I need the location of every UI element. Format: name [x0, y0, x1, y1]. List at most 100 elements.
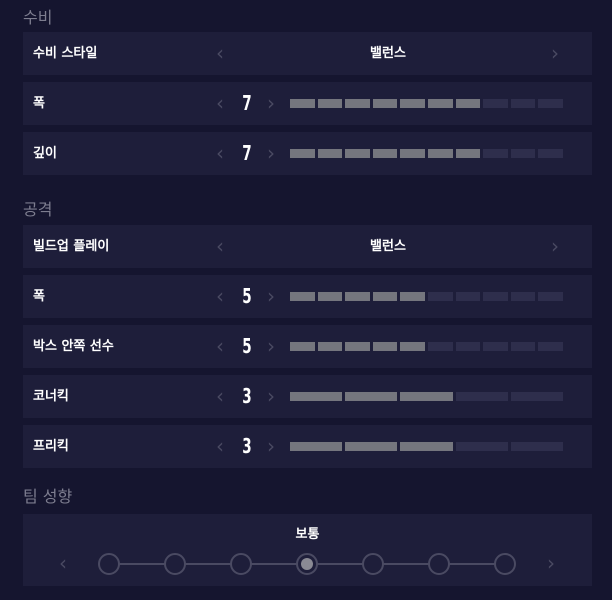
bar-segment	[455, 442, 508, 451]
bar-segment	[290, 342, 315, 351]
bar-segment	[290, 292, 315, 301]
defense-depth-row: 깊이 ‹ 7 ›	[23, 132, 592, 175]
bar-segment	[400, 392, 453, 401]
row-value: 밸런스	[370, 239, 406, 254]
team-section-title: 팀 성향	[23, 487, 73, 506]
slider-step[interactable]	[428, 553, 450, 575]
bar-segment	[483, 292, 508, 301]
bar-segment	[290, 392, 343, 401]
slider-step[interactable]	[362, 553, 384, 575]
bar-segment	[400, 342, 425, 351]
chevron-right-icon[interactable]: ›	[267, 384, 275, 408]
bar-segment	[455, 392, 508, 401]
chevron-right-icon[interactable]: ›	[267, 434, 275, 458]
bar-segment	[345, 342, 370, 351]
bar-segment	[400, 292, 425, 301]
bar-segment	[510, 342, 536, 351]
bar-segment	[400, 442, 453, 451]
bar-segment	[538, 292, 563, 301]
bar-segment	[372, 342, 398, 351]
team-tendency-slider[interactable]	[98, 552, 518, 576]
bar-segment	[510, 149, 536, 158]
bar-segment	[538, 342, 563, 351]
bar-segment	[455, 292, 481, 301]
attack-buildup-row: 빌드업 플레이 ‹ 밸런스 ›	[23, 225, 592, 268]
bar-segment	[510, 442, 564, 451]
row-label: 폭	[33, 96, 45, 111]
row-value: 5	[242, 284, 252, 308]
bar-segment	[455, 342, 481, 351]
chevron-right-icon[interactable]: ›	[547, 551, 555, 575]
attack-width-row: 폭 ‹ 5 ›	[23, 275, 592, 318]
row-label: 코너킥	[33, 389, 69, 404]
row-value: 7	[242, 91, 252, 115]
team-tendency-row: 보통 ‹ ›	[23, 514, 592, 586]
bar-segment	[427, 292, 453, 301]
slider-step[interactable]	[164, 553, 186, 575]
level-bar	[290, 392, 564, 401]
bar-segment	[290, 149, 315, 158]
bar-segment	[400, 149, 425, 158]
slider-step[interactable]	[98, 553, 120, 575]
defense-style-row: 수비 스타일 ‹ 밸런스 ›	[23, 32, 592, 75]
team-tendency-value: 보통	[295, 527, 320, 542]
chevron-right-icon[interactable]: ›	[267, 141, 275, 165]
row-label: 프리킥	[33, 439, 69, 454]
level-bar	[290, 442, 564, 451]
chevron-left-icon[interactable]: ‹	[216, 434, 224, 458]
chevron-left-icon[interactable]: ‹	[216, 284, 224, 308]
row-label: 빌드업 플레이	[33, 239, 110, 254]
level-bar	[290, 342, 563, 351]
bar-segment	[317, 149, 343, 158]
bar-segment	[290, 442, 343, 451]
bar-segment	[427, 149, 453, 158]
chevron-left-icon[interactable]: ‹	[216, 91, 224, 115]
bar-segment	[345, 149, 370, 158]
chevron-right-icon[interactable]: ›	[551, 41, 559, 65]
attack-section-title: 공격	[23, 200, 53, 219]
bar-segment	[427, 99, 453, 108]
bar-segment	[483, 99, 508, 108]
bar-segment	[345, 292, 370, 301]
row-label: 깊이	[33, 146, 57, 161]
slider-step[interactable]	[230, 553, 252, 575]
bar-segment	[538, 99, 563, 108]
defense-section-title: 수비	[23, 8, 53, 27]
bar-segment	[483, 149, 508, 158]
attack-corner-row: 코너킥 ‹ 3 ›	[23, 375, 592, 418]
bar-segment	[400, 99, 425, 108]
chevron-left-icon[interactable]: ‹	[216, 384, 224, 408]
chevron-left-icon[interactable]: ‹	[59, 551, 67, 575]
row-value: 3	[242, 434, 252, 458]
chevron-right-icon[interactable]: ›	[267, 334, 275, 358]
bar-segment	[345, 99, 370, 108]
defense-width-row: 폭 ‹ 7 ›	[23, 82, 592, 125]
chevron-left-icon[interactable]: ‹	[216, 141, 224, 165]
chevron-left-icon[interactable]: ‹	[216, 234, 224, 258]
bar-segment	[317, 342, 343, 351]
row-label: 박스 안쪽 선수	[33, 339, 114, 354]
row-value: 5	[242, 334, 252, 358]
bar-segment	[317, 99, 343, 108]
slider-step[interactable]	[296, 553, 318, 575]
bar-segment	[372, 149, 398, 158]
chevron-right-icon[interactable]: ›	[267, 284, 275, 308]
bar-segment	[455, 149, 481, 158]
level-bar	[290, 292, 563, 301]
row-value: 밸런스	[370, 46, 406, 61]
slider-step[interactable]	[494, 553, 516, 575]
chevron-left-icon[interactable]: ‹	[216, 334, 224, 358]
chevron-right-icon[interactable]: ›	[267, 91, 275, 115]
row-label: 수비 스타일	[33, 46, 98, 61]
level-bar	[290, 149, 563, 158]
bar-segment	[427, 342, 453, 351]
bar-segment	[483, 342, 508, 351]
bar-segment	[538, 149, 563, 158]
bar-segment	[345, 442, 398, 451]
bar-segment	[290, 99, 315, 108]
chevron-right-icon[interactable]: ›	[551, 234, 559, 258]
bar-segment	[510, 392, 564, 401]
attack-box-row: 박스 안쪽 선수 ‹ 5 ›	[23, 325, 592, 368]
chevron-left-icon[interactable]: ‹	[216, 41, 224, 65]
bar-segment	[510, 292, 536, 301]
